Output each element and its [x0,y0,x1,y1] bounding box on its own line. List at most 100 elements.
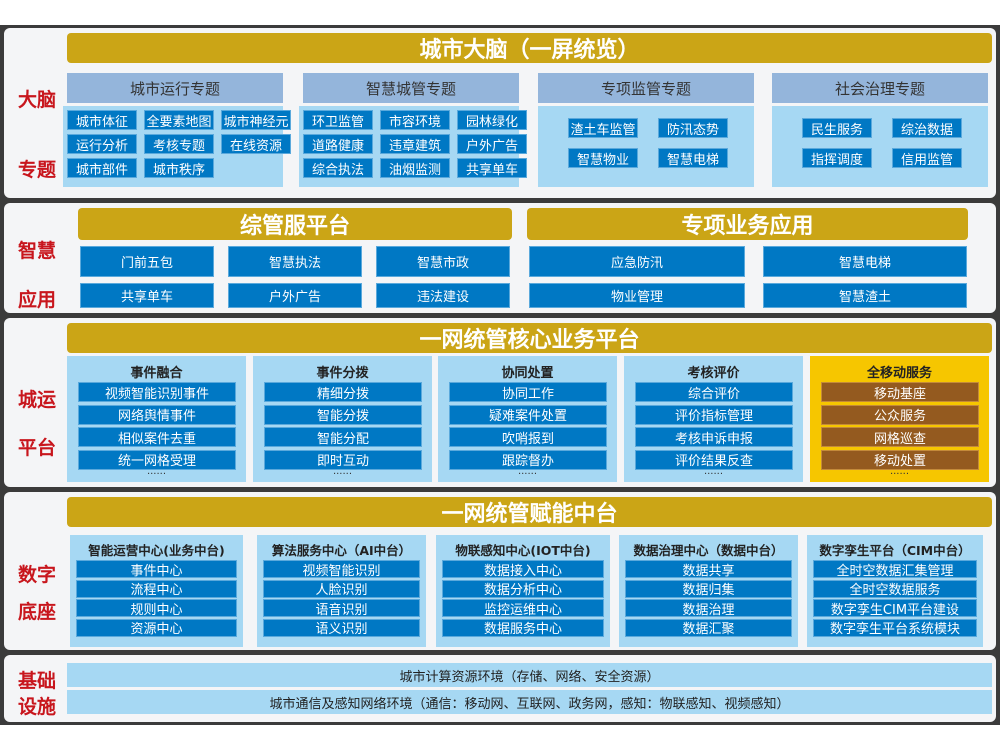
topic-item[interactable]: 城市体征 [67,110,137,130]
module-item[interactable]: 智能分拨 [264,404,422,425]
center-item[interactable]: 规则中心 [76,599,237,618]
module-item[interactable]: 网络舆情事件 [78,404,236,425]
topic-header: 专项监管专题 [538,73,754,103]
topic-item[interactable]: 信用监管 [892,148,962,168]
module-title: 考核评价 [687,366,740,381]
center-item[interactable]: 数据接入中心 [442,560,604,579]
center-item[interactable]: 资源中心 [76,618,237,637]
side-label: 平台 [17,437,56,459]
center-title: 数字孪生平台（CIM中台） [819,543,971,558]
topic-item[interactable]: 环卫监管 [303,110,373,130]
side-label: 专题 [17,159,56,181]
app-button[interactable]: 共享单车 [80,283,214,308]
center-item[interactable]: 事件中心 [76,560,237,579]
module-item[interactable]: 综合评价 [635,382,793,402]
app-button[interactable]: 智慧执法 [228,246,362,277]
topic-item[interactable]: 综治数据 [892,118,962,138]
module-item[interactable]: 评价指标管理 [635,404,793,425]
center-item[interactable]: 数字孪生平台系统模块 [813,618,977,637]
center-item[interactable]: 人脸识别 [263,579,420,598]
topic-item[interactable]: 园林绿化 [457,110,527,130]
topic-item[interactable]: 共享单车 [457,158,527,178]
more-ellipsis: ······ [889,469,910,480]
topic-item[interactable]: 市容环境 [380,110,450,130]
topic-header: 智慧城管专题 [303,73,519,103]
center-item[interactable]: 语音识别 [263,599,420,618]
topic-item[interactable]: 全要素地图 [144,110,214,130]
module-item[interactable]: 考核申诉申报 [635,427,793,447]
center-item[interactable]: 监控运维中心 [442,599,604,618]
module-item[interactable]: 网格巡查 [821,427,979,447]
center-item[interactable]: 数据分析中心 [442,579,604,598]
module-item[interactable]: 统一网格受理 [78,449,236,470]
module-item[interactable]: 即时互动 [264,449,422,470]
topic-item[interactable]: 综合执法 [303,158,373,178]
app-button[interactable]: 户外广告 [228,283,362,308]
center-item[interactable]: 数据归集 [625,579,792,598]
side-label: 底座 [17,601,56,623]
center-title: 智能运营中心(业务中台) [88,543,225,558]
center-item[interactable]: 流程中心 [76,579,237,598]
app-button[interactable]: 违法建设 [376,283,510,308]
center-item[interactable]: 视频智能识别 [263,560,420,579]
side-label: 数字 [17,564,56,586]
module-item[interactable]: 相似案件去重 [78,427,236,447]
topic-header: 城市运行专题 [67,73,283,103]
app-button[interactable]: 智慧市政 [376,246,510,277]
center-item[interactable]: 数据汇聚 [625,618,792,637]
topic-item[interactable]: 考核专题 [144,134,214,154]
side-label: 基础 [17,670,56,692]
module-title: 全移动服务 [866,366,932,381]
topic-item[interactable]: 道路健康 [303,134,373,154]
module-item[interactable]: 智能分配 [264,427,422,447]
app-button[interactable]: 应急防汛 [529,246,745,277]
center-item[interactable]: 数字孪生CIM平台建设 [813,599,977,618]
module-item[interactable]: 评价结果反查 [635,449,793,470]
topic-item[interactable]: 渣土车监管 [568,118,638,138]
center-panel: 算法服务中心（AI中台） 视频智能识别 人脸识别 语音识别 语义识别 [257,535,426,647]
topic-item[interactable]: 城市部件 [67,158,137,178]
topic-item[interactable]: 运行分析 [67,134,137,154]
topic-item[interactable]: 违章建筑 [380,134,450,154]
app-button[interactable]: 物业管理 [529,283,745,308]
module-item[interactable]: 移动处置 [821,449,979,470]
module-item[interactable]: 跟踪督办 [449,449,607,470]
infra-row: 城市通信及感知网络环境（通信：移动网、互联网、政务网，感知：物联感知、视频感知） [67,690,992,714]
center-title: 物联感知中心(IOT中台) [455,543,591,558]
center-title: 算法服务中心（AI中台） [271,543,412,558]
topic-item[interactable]: 智慧电梯 [658,148,728,168]
module-item[interactable]: 疑难案件处置 [449,404,607,425]
app-button[interactable]: 智慧渣土 [763,283,967,308]
module-panel: 考核评价 综合评价 评价指标管理 考核申诉申报 评价结果反查 ······ [624,356,803,482]
module-item[interactable]: 吹哨报到 [449,427,607,447]
topic-item[interactable]: 在线资源 [221,134,291,154]
center-item[interactable]: 数据治理 [625,599,792,618]
center-item[interactable]: 数据服务中心 [442,618,604,637]
section-title: 一网统管赋能中台 [67,497,992,527]
topic-item[interactable]: 城市秩序 [144,158,214,178]
module-item[interactable]: 移动基座 [821,382,979,402]
center-item[interactable]: 语义识别 [263,618,420,637]
center-item[interactable]: 数据共享 [625,560,792,579]
topic-item[interactable]: 指挥调度 [802,148,872,168]
topic-item[interactable]: 防汛态势 [658,118,728,138]
topic-item[interactable]: 油烟监测 [380,158,450,178]
topic-item[interactable]: 户外广告 [457,134,527,154]
app-button[interactable]: 门前五包 [80,246,214,277]
module-item[interactable]: 公众服务 [821,404,979,425]
topic-item[interactable]: 城市神经元 [221,110,291,130]
topic-item[interactable]: 民生服务 [802,118,872,138]
center-panel: 数据治理中心（数据中台） 数据共享 数据归集 数据治理 数据汇聚 [619,535,798,647]
module-item[interactable]: 视频智能识别事件 [78,382,236,402]
section-title: 专项业务应用 [527,208,968,240]
center-panel: 数字孪生平台（CIM中台） 全时空数据汇集管理 全时空数据服务 数字孪生CIM平台建设… [807,535,983,647]
module-item[interactable]: 协同工作 [449,382,607,402]
topic-item[interactable]: 智慧物业 [568,148,638,168]
center-item[interactable]: 全时空数据服务 [813,579,977,598]
module-panel: 全移动服务 移动基座 公众服务 网格巡查 移动处置 ······ [810,356,989,482]
app-button[interactable]: 智慧电梯 [763,246,967,277]
center-title: 数据治理中心（数据中台） [633,543,784,558]
module-item[interactable]: 精细分拨 [264,382,422,402]
module-panel: 事件分拨 精细分拨 智能分拨 智能分配 即时互动 ······ [253,356,432,482]
center-item[interactable]: 全时空数据汇集管理 [813,560,977,579]
